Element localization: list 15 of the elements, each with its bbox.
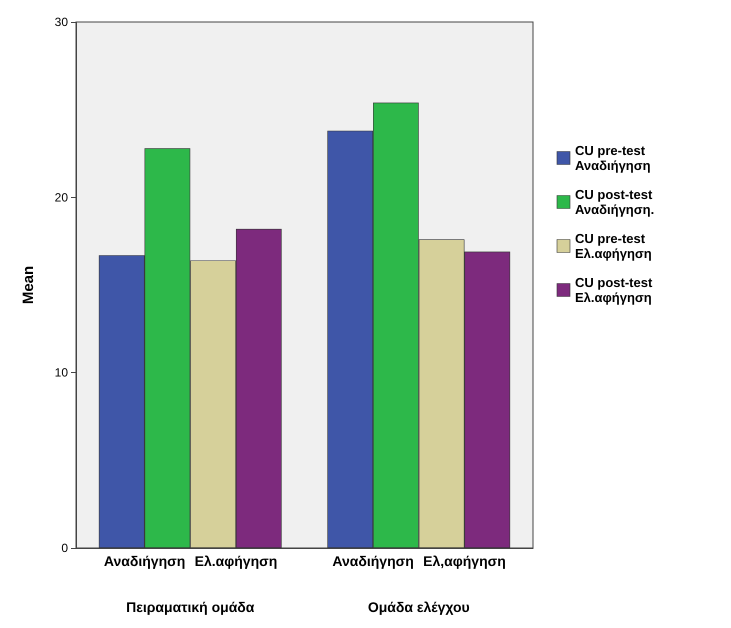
legend-label: CU pre-test Αναδιήγηση [575,143,651,173]
x-tick-label: Ομάδα ελέγχου [368,599,470,615]
y-axis-title: Mean [20,266,37,304]
text: Αναδιήγηση [104,553,186,569]
text: Ελ,αφήγηση [423,553,506,569]
legend-label: CU post-test Ελ.αφήγηση [575,275,656,305]
legend-label: CU post-test Αναδιήγηση. [575,187,656,217]
text: Αναδιήγηση [332,553,414,569]
legend-label: CU pre-test Ελ.αφήγηση [575,231,652,261]
x-tick-label: Πειραματική ομάδα [126,599,255,615]
y-tick-label: 10 [54,366,68,380]
y-tick-label: 30 [54,15,68,29]
y-tick-label: 20 [54,190,68,204]
text: Ελ.αφήγηση [194,553,278,569]
y-tick-label: 0 [61,541,68,555]
